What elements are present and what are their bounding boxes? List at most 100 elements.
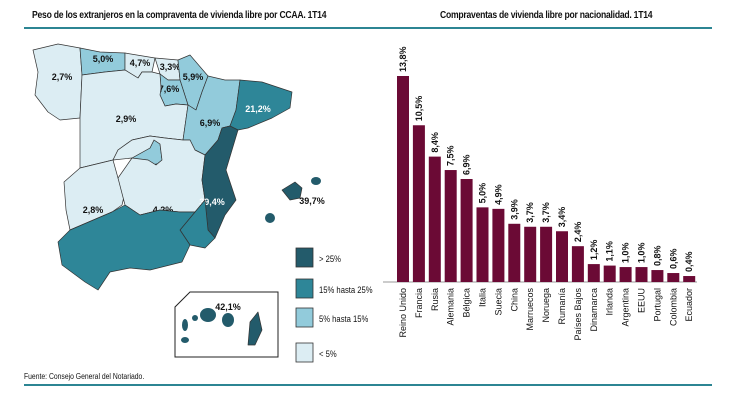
region-label-pais-vasco: 3,3% (160, 62, 181, 72)
bar-value-label: 6,9% (462, 154, 472, 175)
region-canarias-island (181, 337, 189, 343)
bar-value-label: 3,9% (509, 199, 519, 220)
bar-Rusia (428, 156, 441, 282)
footer-rule (24, 384, 712, 386)
bar-Países Bajos (571, 246, 584, 282)
category-label: Colombia (668, 288, 678, 326)
region-label-navarra: 5,9% (183, 72, 204, 82)
region-label-galicia: 2,7% (52, 72, 73, 82)
bar-Bélgica (460, 179, 473, 282)
category-label: Argentina (621, 288, 631, 327)
bar-Marruecos (524, 226, 537, 282)
region-canarias (247, 311, 263, 346)
category-label: Ecuador (684, 288, 694, 322)
category-label: Irlanda (605, 288, 615, 316)
bar-Suecia (492, 208, 505, 282)
category-label: Italia (478, 288, 488, 307)
region-label-murcia: 22,7% (184, 254, 210, 264)
category-label: Bélgica (462, 288, 472, 318)
source-footer: Fuente: Consejo General del Notariado. (24, 372, 145, 381)
region-canarias-island (192, 315, 198, 321)
region-label-asturias: 5,0% (93, 54, 114, 64)
title-rule (24, 27, 712, 29)
region-canarias-island (182, 319, 188, 331)
region-baleares (281, 181, 303, 201)
region-galicia (32, 43, 83, 121)
bar-value-label: 3,7% (525, 202, 535, 223)
category-label: Países Bajos (573, 288, 583, 341)
region-label-la-rioja: 7,6% (159, 84, 180, 94)
region-baleares-ibiza (265, 213, 275, 223)
category-label: EEUU (637, 288, 647, 313)
bar-value-label: 7,5% (446, 146, 456, 167)
bar-value-label: 0,6% (668, 249, 678, 270)
region-valencia (201, 125, 239, 239)
bar-Alemania (444, 170, 457, 282)
bar-Reino Unido (397, 76, 409, 282)
bar-chart-title: Compraventas de vivienda libre por nacio… (440, 9, 653, 21)
region-baleares-menorca (311, 177, 321, 185)
bar-value-label: 3,4% (557, 207, 567, 228)
bar-value-label: 1,2% (589, 240, 599, 261)
region-label-aragon: 6,9% (200, 118, 221, 128)
region-label-baleares: 39,7% (299, 196, 325, 206)
bar-China (508, 223, 521, 282)
category-label: Alemania (446, 288, 456, 326)
category-label: Noruega (541, 288, 551, 323)
bar-value-label: 8,4% (430, 132, 440, 153)
bar-value-label: 0,4% (684, 252, 694, 273)
category-label: Portugal (652, 288, 662, 322)
legend-label: > 25% (319, 254, 341, 264)
category-label: Suecia (493, 288, 503, 316)
bar-Irlanda (603, 265, 616, 282)
map-title: Peso de los extranjeros en la compravent… (32, 9, 327, 21)
bar-Colombia (667, 273, 680, 282)
region-label-valencia: 39,4% (199, 197, 225, 207)
category-label: Marruecos (525, 288, 535, 331)
region-cataluna (229, 79, 293, 131)
legend-swatch (295, 342, 314, 363)
category-label: Rumanía (557, 288, 567, 325)
bar-Argentina (619, 267, 632, 282)
legend-swatch (295, 278, 314, 299)
legend-label: 15% hasta 25% (319, 285, 373, 295)
category-label: Dinamarca (589, 288, 599, 332)
bar-value-label: 4,9% (493, 184, 503, 205)
bar-value-label: 5,0% (478, 183, 488, 204)
bar-Noruega (540, 226, 553, 282)
bar-value-label: 10,5% (414, 96, 424, 122)
region-canarias-island (222, 313, 234, 327)
region-label-canarias: 42,1% (215, 302, 241, 312)
region-label-cantabria: 4,7% (130, 58, 151, 68)
region-murcia (179, 199, 216, 249)
legend-swatch (295, 247, 314, 268)
legend-label: 5% hasta 15% (319, 314, 369, 324)
region-label-cataluna: 21,2% (245, 104, 271, 114)
bar-value-label: 1,0% (637, 243, 647, 264)
category-label: China (509, 288, 519, 312)
bar-Portugal (651, 270, 664, 282)
bar-value-label: 3,7% (541, 202, 551, 223)
legend-label: < 5% (319, 349, 337, 359)
region-label-andalucia: 20,1% (112, 272, 138, 282)
region-andalucia (57, 204, 196, 291)
region-label-castilla-y-leon: 2,9% (116, 114, 137, 124)
bar-value-label: 1,1% (605, 241, 615, 262)
bar-Francia (412, 125, 425, 283)
bar-Dinamarca (587, 264, 600, 282)
category-label: Francia (414, 288, 424, 318)
bar-Rumanía (556, 231, 568, 282)
bar-value-label: 0,8% (652, 246, 662, 267)
bar-Ecuador (683, 276, 696, 282)
bar-EEUU (635, 267, 648, 282)
legend-swatch (295, 307, 314, 328)
bar-Italia (476, 207, 489, 282)
bar-value-label: 13,8% (398, 46, 408, 72)
category-label: Rusia (430, 288, 440, 311)
category-label: Reino Unido (398, 288, 408, 338)
region-label-extremadura: 2,8% (83, 205, 104, 215)
region-canarias-island (200, 308, 216, 322)
bar-value-label: 1,0% (621, 243, 631, 264)
